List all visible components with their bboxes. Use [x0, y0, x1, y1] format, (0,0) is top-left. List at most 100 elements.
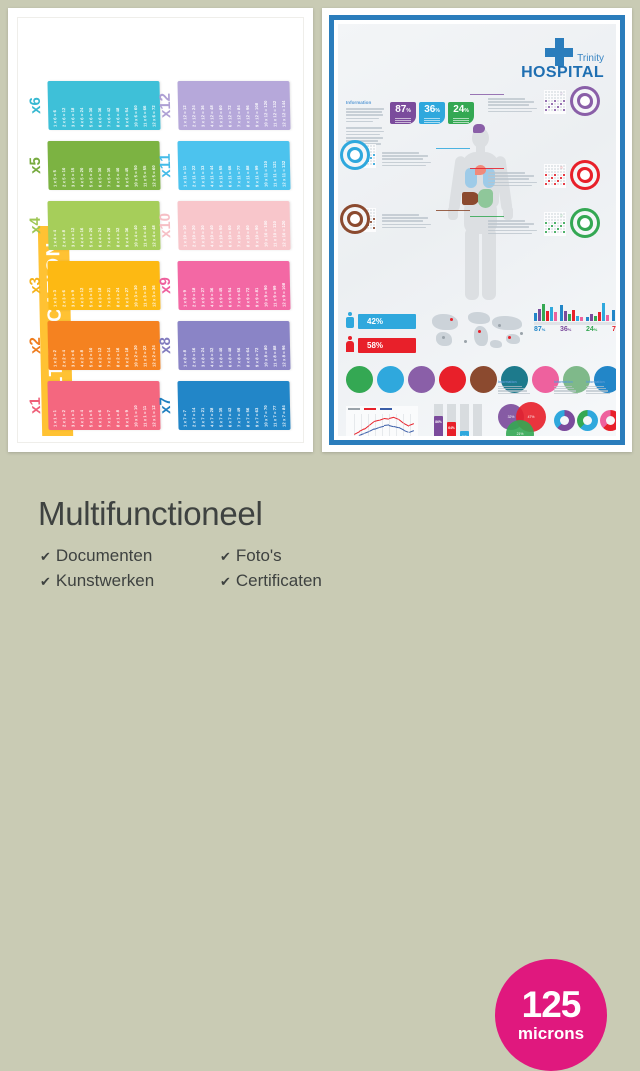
multiplication-row: 7 x 11 = 77 [235, 165, 241, 187]
multiplication-row: 10 x 2 = 20 [132, 345, 138, 367]
multiplication-row: 7 x 9 = 63 [235, 287, 241, 307]
medical-cross-icon [545, 38, 574, 66]
multiplication-row: 5 x 2 = 10 [87, 347, 93, 367]
multiplication-row: 2 x 2 = 4 [60, 350, 66, 367]
donut-chart [577, 410, 598, 431]
organ-icon-liver [470, 366, 497, 393]
multiplication-row: 5 x 12 = 60 [217, 105, 223, 127]
multiplication-row: 11 x 9 = 99 [271, 285, 277, 307]
organ-ring-icon [570, 86, 600, 116]
feature-label: Foto's [235, 546, 282, 565]
multiplication-row: 6 x 3 = 18 [96, 287, 102, 307]
multiplication-table-label: x10 [156, 212, 174, 239]
mini-bar-chart-bars [534, 302, 560, 321]
multiplication-row: 4 x 3 = 12 [78, 287, 84, 307]
multiplication-row: 7 x 8 = 56 [235, 347, 241, 367]
hospital-infographic-poster[interactable]: Trinity HOSPITAL Information [322, 8, 632, 452]
multiplication-row: 5 x 11 = 55 [217, 165, 223, 187]
multiplication-row: 4 x 11 = 44 [208, 165, 214, 187]
multiplication-row: 12 x 10 = 120 [280, 220, 286, 247]
multiplication-row: 3 x 3 = 9 [69, 290, 75, 307]
multiplication-row: 3 x 9 = 27 [199, 287, 205, 307]
line-chart [346, 406, 418, 436]
multiplication-row: 6 x 11 = 66 [226, 165, 232, 187]
multiplication-row: 6 x 9 = 54 [226, 287, 232, 307]
callout-connector [470, 216, 504, 217]
multiplication-row: 4 x 9 = 36 [208, 287, 214, 307]
multiplication-row: 3 x 8 = 24 [199, 347, 205, 367]
multiplication-row: 10 x 3 = 30 [132, 285, 138, 307]
multiplication-row: 11 x 1 = 11 [141, 405, 147, 427]
multiplication-row: 12 x 12 = 144 [280, 100, 286, 127]
mini-grid-chart [544, 164, 566, 188]
multiplication-row: 10 x 1 = 10 [132, 405, 138, 427]
multiplication-row: 9 x 5 = 45 [123, 167, 129, 187]
multiplication-row: 2 x 1 = 2 [60, 410, 66, 427]
hospital-brand: Trinity [577, 52, 604, 64]
check-icon: ✔ [220, 549, 231, 564]
multiplication-row: 11 x 11 = 121 [271, 160, 277, 187]
organ-ring-icon [570, 208, 600, 238]
callout-connector [470, 168, 504, 169]
multiplication-row: 3 x 10 = 30 [199, 225, 205, 247]
column-bar: 41% [460, 431, 469, 436]
stat-badge-lines [448, 117, 474, 123]
gender-female-icon [346, 336, 354, 352]
column-bar-label: 86% [435, 420, 442, 425]
organ-ring-icon [340, 204, 370, 234]
multiplication-row: 8 x 2 = 16 [114, 347, 120, 367]
multiplication-poster[interactable]: MULTIPLICATION x11 x 1 = 12 x 1 = 23 x 1… [8, 8, 313, 452]
organ-icon-brain [408, 366, 435, 393]
multiplication-row: 8 x 7 = 56 [244, 407, 250, 427]
multiplication-row: 12 x 5 = 60 [150, 165, 156, 187]
mini-bar-chart-bars [560, 302, 586, 321]
multiplication-row: 8 x 11 = 88 [244, 165, 250, 187]
multiplication-row: 2 x 5 = 10 [60, 167, 66, 187]
mini-bar-chart: 87% [534, 302, 560, 333]
multiplication-poster-inner: MULTIPLICATION x11 x 1 = 12 x 1 = 23 x 1… [17, 17, 304, 443]
multiplication-table: x10 1 x 10 = 10 2 x 10 = 20 3 x 10 = 30 4 x … [156, 201, 291, 250]
multiplication-table-label: x5 [26, 157, 44, 174]
multiplication-table: x11 1 x 11 = 11 2 x 11 = 22 3 x 11 = 33 4 x … [156, 141, 291, 190]
column-bar: 64% [447, 422, 456, 436]
multiplication-row: 10 x 9 = 90 [262, 285, 268, 307]
page-title: Multifunctioneel [38, 495, 263, 532]
multiplication-row: 7 x 6 = 42 [105, 107, 111, 127]
mini-bar-chart-label: 24% [586, 326, 598, 333]
multiplication-row: 6 x 2 = 12 [96, 347, 102, 367]
multiplication-row: 9 x 9 = 81 [253, 287, 259, 307]
multiplication-row: 7 x 4 = 28 [105, 227, 111, 247]
micron-number: 125 [521, 984, 582, 1025]
multiplication-table-label: x6 [26, 97, 44, 114]
organ-ring-icon [570, 160, 600, 190]
stat-badge-suffix: % [435, 108, 440, 114]
multiplication-row: 6 x 4 = 24 [96, 227, 102, 247]
multiplication-row: 2 x 4 = 8 [60, 230, 66, 247]
multiplication-row: 5 x 5 = 25 [87, 167, 93, 187]
multiplication-table-label: x2 [26, 337, 44, 354]
multiplication-row: 1 x 9 = 9 [181, 290, 187, 307]
multiplication-row: 5 x 9 = 45 [217, 287, 223, 307]
multiplication-row: 10 x 6 = 60 [132, 105, 138, 127]
stat-badge-lines [390, 117, 416, 123]
multiplication-table-label: x11 [156, 153, 174, 178]
multiplication-row: 4 x 4 = 16 [78, 227, 84, 247]
mini-grid-chart [544, 212, 566, 236]
multiplication-table-label: x9 [156, 277, 174, 294]
chart-caption: Information [498, 380, 532, 395]
donut-chart [554, 410, 575, 431]
multiplication-row: 9 x 12 = 108 [253, 102, 259, 127]
multiplication-row: 9 x 4 = 36 [123, 227, 129, 247]
multiplication-row: 10 x 12 = 120 [262, 100, 268, 127]
check-icon: ✔ [220, 574, 231, 589]
multiplication-row: 11 x 8 = 88 [271, 345, 277, 367]
multiplication-rows: 1 x 11 = 11 2 x 11 = 22 3 x 11 = 33 4 x 11 … [181, 144, 286, 187]
stat-badge: 87% [390, 102, 416, 124]
